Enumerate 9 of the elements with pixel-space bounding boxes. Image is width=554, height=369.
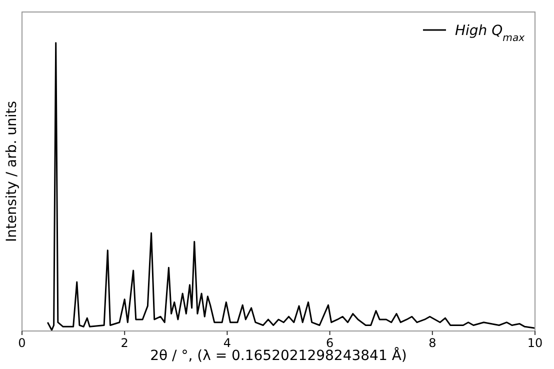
x-tick-label: 0 [18,336,26,350]
x-tick-label: 6 [326,336,334,350]
x-tick-label: 10 [527,336,543,350]
legend-label: High Q$_{max}$ [455,23,526,44]
x-tick-label: 8 [428,336,436,350]
x-axis-title: 2θ / °, (λ = 0.1652021298243841 Å) [150,347,407,364]
x-tick-label: 2 [120,336,128,350]
x-tick-label: 4 [223,336,232,350]
y-axis-title: Intensity / arb. units [4,100,20,242]
